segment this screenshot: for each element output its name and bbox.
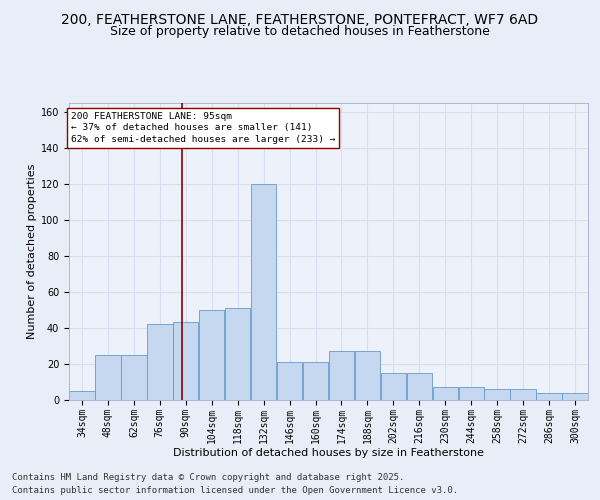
Bar [536, 393, 562, 400]
Bar [484, 389, 510, 400]
Bar [562, 393, 588, 400]
Bar [95, 355, 121, 400]
Bar [173, 322, 199, 400]
Bar [380, 373, 406, 400]
Text: 200, FEATHERSTONE LANE, FEATHERSTONE, PONTEFRACT, WF7 6AD: 200, FEATHERSTONE LANE, FEATHERSTONE, PO… [61, 12, 539, 26]
Bar [225, 308, 250, 400]
Bar [199, 310, 224, 400]
X-axis label: Distribution of detached houses by size in Featherstone: Distribution of detached houses by size … [173, 448, 484, 458]
Bar [511, 389, 536, 400]
Bar [277, 362, 302, 400]
Bar [303, 362, 328, 400]
Bar [433, 388, 458, 400]
Bar [147, 324, 173, 400]
Text: Contains public sector information licensed under the Open Government Licence v3: Contains public sector information licen… [12, 486, 458, 495]
Bar [251, 184, 277, 400]
Bar [69, 391, 95, 400]
Bar [121, 355, 146, 400]
Bar [355, 352, 380, 400]
Text: 200 FEATHERSTONE LANE: 95sqm
← 37% of detached houses are smaller (141)
62% of s: 200 FEATHERSTONE LANE: 95sqm ← 37% of de… [71, 112, 335, 144]
Bar [329, 352, 354, 400]
Bar [407, 373, 432, 400]
Text: Contains HM Land Registry data © Crown copyright and database right 2025.: Contains HM Land Registry data © Crown c… [12, 474, 404, 482]
Bar [458, 388, 484, 400]
Text: Size of property relative to detached houses in Featherstone: Size of property relative to detached ho… [110, 25, 490, 38]
Y-axis label: Number of detached properties: Number of detached properties [26, 164, 37, 339]
